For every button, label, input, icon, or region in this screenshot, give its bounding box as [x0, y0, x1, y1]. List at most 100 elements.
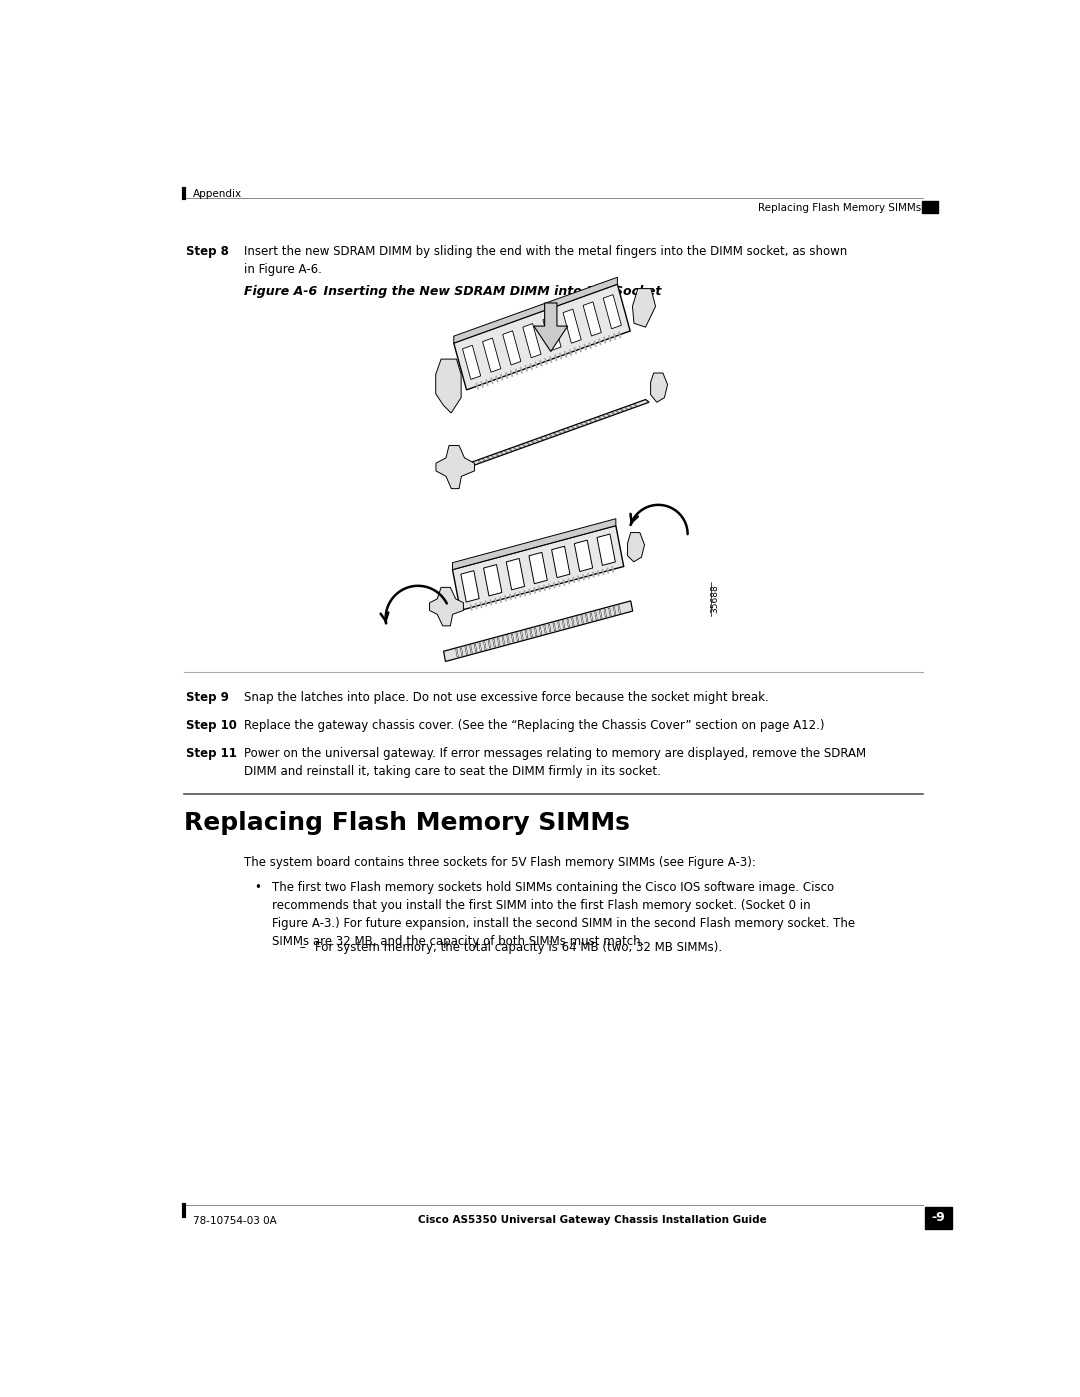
Polygon shape [549, 624, 551, 631]
Polygon shape [569, 349, 572, 356]
Polygon shape [496, 454, 499, 455]
Polygon shape [499, 597, 502, 604]
Polygon shape [465, 400, 649, 467]
Polygon shape [549, 356, 553, 363]
Polygon shape [607, 567, 609, 574]
Polygon shape [535, 362, 538, 369]
Polygon shape [529, 363, 532, 370]
Polygon shape [627, 532, 645, 562]
Polygon shape [553, 623, 555, 630]
Polygon shape [563, 430, 566, 432]
Text: –: – [299, 940, 306, 954]
Polygon shape [481, 381, 484, 388]
Polygon shape [507, 559, 525, 590]
Polygon shape [502, 637, 504, 644]
Polygon shape [589, 342, 592, 349]
Polygon shape [620, 409, 623, 411]
Polygon shape [602, 569, 605, 576]
Polygon shape [487, 457, 490, 460]
Polygon shape [564, 351, 567, 358]
Polygon shape [593, 339, 596, 348]
Polygon shape [516, 633, 518, 641]
Polygon shape [460, 648, 463, 655]
Polygon shape [490, 377, 494, 384]
Polygon shape [583, 302, 602, 337]
Polygon shape [650, 373, 667, 402]
Polygon shape [498, 638, 500, 645]
Polygon shape [470, 645, 472, 654]
Text: Cisco AS5350 Universal Gateway Chassis Installation Guide: Cisco AS5350 Universal Gateway Chassis I… [418, 1215, 767, 1225]
Polygon shape [544, 436, 548, 439]
Polygon shape [618, 331, 621, 338]
Polygon shape [612, 332, 617, 339]
Bar [924, 1207, 951, 1229]
Polygon shape [530, 629, 532, 637]
Polygon shape [536, 440, 539, 441]
Polygon shape [633, 289, 656, 327]
Polygon shape [470, 605, 473, 610]
Text: 35688: 35688 [711, 584, 719, 613]
Polygon shape [598, 338, 602, 345]
Polygon shape [590, 613, 593, 620]
Polygon shape [489, 599, 492, 605]
Polygon shape [514, 592, 516, 599]
Polygon shape [502, 331, 521, 365]
Polygon shape [519, 366, 523, 373]
Polygon shape [475, 383, 478, 390]
Polygon shape [563, 620, 565, 629]
Polygon shape [477, 460, 481, 462]
Polygon shape [484, 641, 486, 650]
Polygon shape [552, 546, 570, 577]
Polygon shape [540, 437, 543, 440]
Polygon shape [525, 630, 528, 638]
Polygon shape [573, 348, 577, 355]
Polygon shape [559, 352, 563, 359]
Text: •: • [255, 880, 261, 894]
Polygon shape [579, 345, 582, 352]
Polygon shape [491, 455, 495, 458]
Polygon shape [495, 598, 497, 605]
Polygon shape [567, 619, 569, 627]
Polygon shape [563, 580, 566, 585]
Text: Snap the latches into place. Do not use excessive force because the socket might: Snap the latches into place. Do not use … [244, 692, 769, 704]
Polygon shape [507, 636, 510, 643]
Polygon shape [515, 369, 518, 376]
Polygon shape [595, 612, 597, 619]
Polygon shape [525, 365, 528, 372]
Polygon shape [538, 585, 541, 592]
Polygon shape [513, 447, 516, 450]
Polygon shape [567, 578, 570, 584]
Polygon shape [485, 379, 488, 386]
Polygon shape [594, 419, 597, 420]
Text: Step 10: Step 10 [186, 719, 238, 732]
Polygon shape [603, 415, 606, 418]
Polygon shape [528, 588, 531, 595]
Polygon shape [563, 309, 581, 344]
Polygon shape [603, 337, 607, 344]
Text: Step 8: Step 8 [186, 244, 229, 257]
Polygon shape [454, 284, 630, 390]
Polygon shape [534, 587, 536, 594]
Polygon shape [534, 303, 568, 352]
Polygon shape [571, 426, 575, 429]
Text: Figure A-6: Figure A-6 [244, 285, 318, 298]
Text: Power on the universal gateway. If error messages relating to memory are display: Power on the universal gateway. If error… [244, 746, 866, 778]
Polygon shape [613, 606, 616, 615]
Text: For system memory, the total capacity is 64 MB (two, 32 MB SIMMs).: For system memory, the total capacity is… [314, 940, 721, 954]
Text: The system board contains three sockets for 5V Flash memory SIMMs (see Figure A-: The system board contains three sockets … [244, 856, 756, 869]
Polygon shape [616, 411, 619, 412]
Polygon shape [553, 433, 557, 436]
Polygon shape [583, 344, 586, 351]
Polygon shape [576, 616, 579, 624]
Polygon shape [488, 640, 490, 648]
Text: -9: -9 [931, 1211, 945, 1224]
Polygon shape [611, 412, 615, 415]
Bar [921, 201, 937, 212]
Polygon shape [604, 609, 607, 617]
Polygon shape [554, 355, 557, 362]
Polygon shape [608, 335, 611, 342]
Polygon shape [535, 627, 537, 636]
Polygon shape [430, 587, 463, 626]
Polygon shape [539, 359, 542, 366]
Polygon shape [567, 429, 570, 430]
